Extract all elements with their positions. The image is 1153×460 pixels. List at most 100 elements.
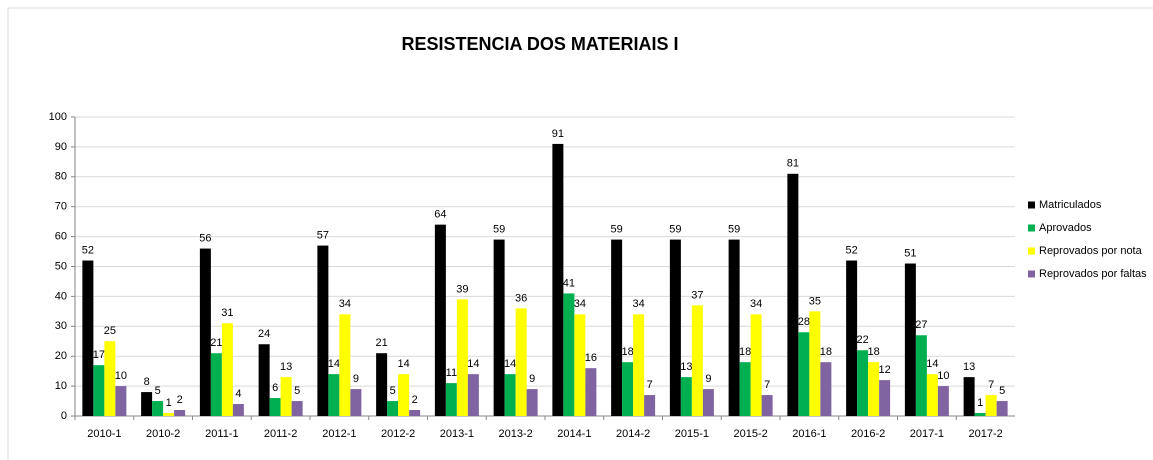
data-label: 91 (552, 128, 564, 140)
bar (691, 305, 703, 416)
bar (456, 299, 468, 416)
data-label: 35 (809, 295, 821, 307)
bar (868, 362, 880, 416)
bar (445, 383, 457, 416)
x-tick-label: 2011-1 (205, 428, 238, 440)
data-label: 5 (294, 385, 300, 397)
data-label: 59 (493, 223, 505, 235)
bar (702, 389, 714, 416)
bar (750, 314, 762, 416)
legend-label: Reprovados por nota (1039, 245, 1143, 257)
bar (644, 395, 656, 416)
x-tick-label: 2012-1 (322, 428, 356, 440)
x-tick-label: 2016-1 (792, 428, 826, 440)
data-label: 7 (988, 379, 994, 391)
data-label: 4 (235, 388, 241, 400)
bar (152, 401, 164, 416)
y-tick-label: 0 (61, 410, 67, 422)
data-label: 28 (798, 316, 810, 328)
data-label: 9 (705, 373, 711, 385)
data-label: 9 (353, 373, 359, 385)
bar (104, 341, 116, 416)
bar (174, 410, 186, 416)
bar (739, 362, 751, 416)
data-label: 18 (868, 346, 880, 358)
bar (915, 335, 927, 416)
data-label: 9 (529, 373, 535, 385)
legend-label: Reprovados por faltas (1039, 268, 1147, 280)
data-label: 39 (456, 283, 468, 295)
x-tick-label: 2015-2 (733, 428, 767, 440)
y-tick-label: 80 (55, 171, 67, 183)
bar (585, 368, 597, 416)
data-label: 5 (155, 385, 161, 397)
bar (504, 374, 516, 416)
bar (317, 245, 329, 416)
bar (82, 260, 94, 416)
data-label: 1 (166, 397, 172, 409)
data-label: 59 (611, 223, 623, 235)
data-label: 57 (317, 229, 329, 241)
data-label: 14 (926, 358, 938, 370)
bar (409, 410, 421, 416)
data-label: 10 (937, 370, 949, 382)
bar (269, 398, 281, 416)
bar (350, 389, 362, 416)
data-label: 81 (787, 158, 799, 170)
data-label: 36 (515, 292, 527, 304)
data-label: 18 (739, 346, 751, 358)
bar (846, 260, 858, 416)
bar (798, 332, 810, 416)
legend-swatch (1028, 201, 1035, 209)
data-label: 13 (280, 361, 292, 373)
data-label: 6 (272, 382, 278, 394)
x-tick-label: 2010-1 (87, 428, 121, 440)
bar (904, 263, 916, 416)
data-label: 64 (434, 209, 446, 221)
bar (552, 143, 564, 416)
bar (376, 353, 388, 416)
y-tick-label: 70 (55, 201, 67, 213)
bar (985, 395, 997, 416)
data-label: 2 (412, 394, 418, 406)
x-tick-label: 2017-2 (968, 428, 1002, 440)
data-label: 22 (857, 334, 869, 346)
bar (258, 344, 270, 416)
y-tick-label: 50 (55, 260, 67, 272)
x-tick-label: 2016-2 (851, 428, 885, 440)
bar (291, 401, 303, 416)
x-tick-label: 2014-1 (557, 428, 591, 440)
data-label: 21 (210, 337, 222, 349)
bar (493, 239, 505, 416)
data-label: 41 (563, 277, 575, 289)
bar (761, 395, 773, 416)
data-label: 34 (574, 298, 586, 310)
bar (434, 224, 446, 416)
x-tick-label: 2013-2 (498, 428, 532, 440)
data-label: 27 (915, 319, 927, 331)
data-label: 7 (764, 379, 770, 391)
x-tick-label: 2015-1 (675, 428, 709, 440)
data-label: 52 (82, 244, 94, 256)
data-label: 34 (339, 298, 351, 310)
x-tick-label: 2013-1 (440, 428, 474, 440)
data-label: 17 (93, 349, 105, 361)
bar (996, 401, 1008, 416)
data-label: 14 (328, 358, 340, 370)
y-tick-label: 100 (49, 111, 67, 123)
x-tick-label: 2010-2 (146, 428, 180, 440)
bar (526, 389, 538, 416)
data-label: 13 (963, 361, 975, 373)
data-label: 2 (177, 394, 183, 406)
bar (93, 365, 105, 416)
data-label: 8 (144, 376, 150, 388)
data-label: 5 (390, 385, 396, 397)
y-tick-label: 10 (55, 380, 67, 392)
bar (728, 239, 740, 416)
bar (141, 392, 153, 416)
data-label: 56 (199, 232, 211, 244)
bar (387, 401, 399, 416)
bar (974, 413, 986, 416)
bar (669, 239, 681, 416)
data-label: 59 (669, 223, 681, 235)
